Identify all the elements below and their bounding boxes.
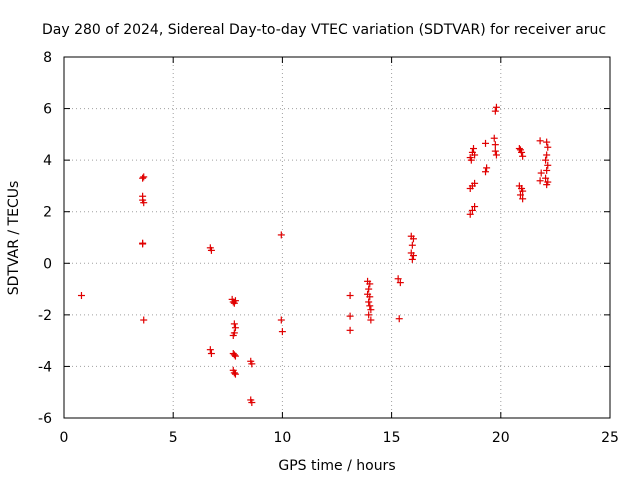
data-point: [366, 280, 374, 288]
data-point: [408, 241, 416, 249]
data-point: [346, 312, 354, 320]
data-point: [367, 306, 375, 314]
x-tick-label: 25: [601, 430, 619, 446]
data-point: [467, 156, 475, 164]
data-point: [471, 179, 479, 187]
x-axis-label: GPS time / hours: [278, 458, 395, 474]
data-point: [491, 107, 499, 115]
data-point: [409, 235, 417, 243]
data-point: [395, 315, 403, 323]
data-point: [471, 203, 479, 211]
data-point: [492, 151, 500, 159]
x-tick-labels: 0 5 10 15 20 25: [60, 430, 619, 446]
data-point: [277, 231, 285, 239]
y-tick-label: 6: [43, 102, 52, 118]
data-point: [231, 370, 239, 378]
data-point: [409, 252, 417, 260]
data-point: [492, 103, 500, 111]
data-point: [542, 156, 550, 164]
data-point: [231, 352, 239, 360]
data-point: [543, 181, 551, 189]
y-tick-label: 0: [43, 256, 52, 272]
data-point: [468, 206, 476, 214]
x-tick-label: 5: [169, 430, 178, 446]
data-point: [543, 166, 551, 174]
data-point: [77, 292, 85, 300]
data-point: [544, 143, 552, 151]
data-point: [537, 169, 545, 177]
x-tick-label: 10: [273, 430, 291, 446]
data-point: [140, 316, 148, 324]
data-point: [230, 351, 238, 359]
data-point: [515, 145, 523, 153]
y-tick-label: 2: [43, 205, 52, 221]
data-point: [207, 350, 215, 358]
data-point: [365, 285, 373, 293]
data-point: [542, 174, 550, 182]
x-tick-label: 20: [492, 430, 510, 446]
y-tick-label: 8: [43, 50, 52, 66]
data-point: [519, 187, 527, 195]
data-point: [519, 152, 527, 160]
x-tick-label: 15: [383, 430, 401, 446]
plot-frame: [63, 56, 611, 419]
data-point: [490, 134, 498, 142]
data-point: [207, 246, 215, 254]
data-point: [230, 320, 238, 328]
y-tick-label: 4: [43, 153, 52, 169]
data-point: [482, 139, 490, 147]
chart-title: Day 280 of 2024, Sidereal Day-to-day VTE…: [42, 22, 606, 38]
data-point: [366, 293, 374, 301]
y-tick-labels: -6 -4 -2 0 2 4 6 8: [38, 50, 52, 427]
data-point: [394, 275, 402, 283]
data-point: [230, 369, 238, 377]
data-point: [466, 210, 474, 218]
data-point: [229, 331, 237, 339]
data-points: [77, 103, 552, 407]
data-point: [346, 292, 354, 300]
data-point: [248, 360, 256, 368]
data-point: [519, 195, 527, 203]
data-point: [408, 255, 416, 263]
data-point: [471, 151, 479, 159]
data-point: [536, 137, 544, 145]
x-tick-label: 0: [60, 430, 69, 446]
data-point: [544, 161, 552, 169]
data-point: [248, 399, 256, 407]
data-point: [491, 141, 499, 149]
data-point: [231, 297, 239, 305]
data-point: [277, 316, 285, 324]
data-point: [366, 302, 374, 310]
y-axis-label: SDTVAR / TECUs: [6, 181, 22, 296]
data-point: [365, 311, 373, 319]
data-point: [140, 199, 148, 207]
data-point: [470, 145, 477, 153]
data-point: [491, 147, 499, 155]
data-point: [396, 279, 404, 287]
data-point: [231, 324, 239, 332]
y-tick-label: -2: [38, 308, 52, 324]
data-point: [536, 177, 544, 185]
data-point: [140, 173, 148, 181]
data-point: [139, 174, 147, 182]
data-point: [367, 316, 375, 324]
data-point: [543, 151, 551, 159]
data-point: [483, 164, 491, 172]
data-point: [482, 168, 490, 176]
y-tick-label: -6: [38, 411, 52, 427]
data-point: [139, 240, 147, 248]
data-point: [346, 326, 354, 334]
data-point: [365, 298, 373, 306]
data-point: [543, 138, 551, 146]
data-point: [206, 346, 214, 354]
y-tick-label: -4: [38, 359, 52, 375]
data-point: [516, 191, 524, 199]
data-point: [278, 328, 286, 336]
grid-lines: [64, 57, 610, 418]
data-point: [516, 146, 524, 154]
